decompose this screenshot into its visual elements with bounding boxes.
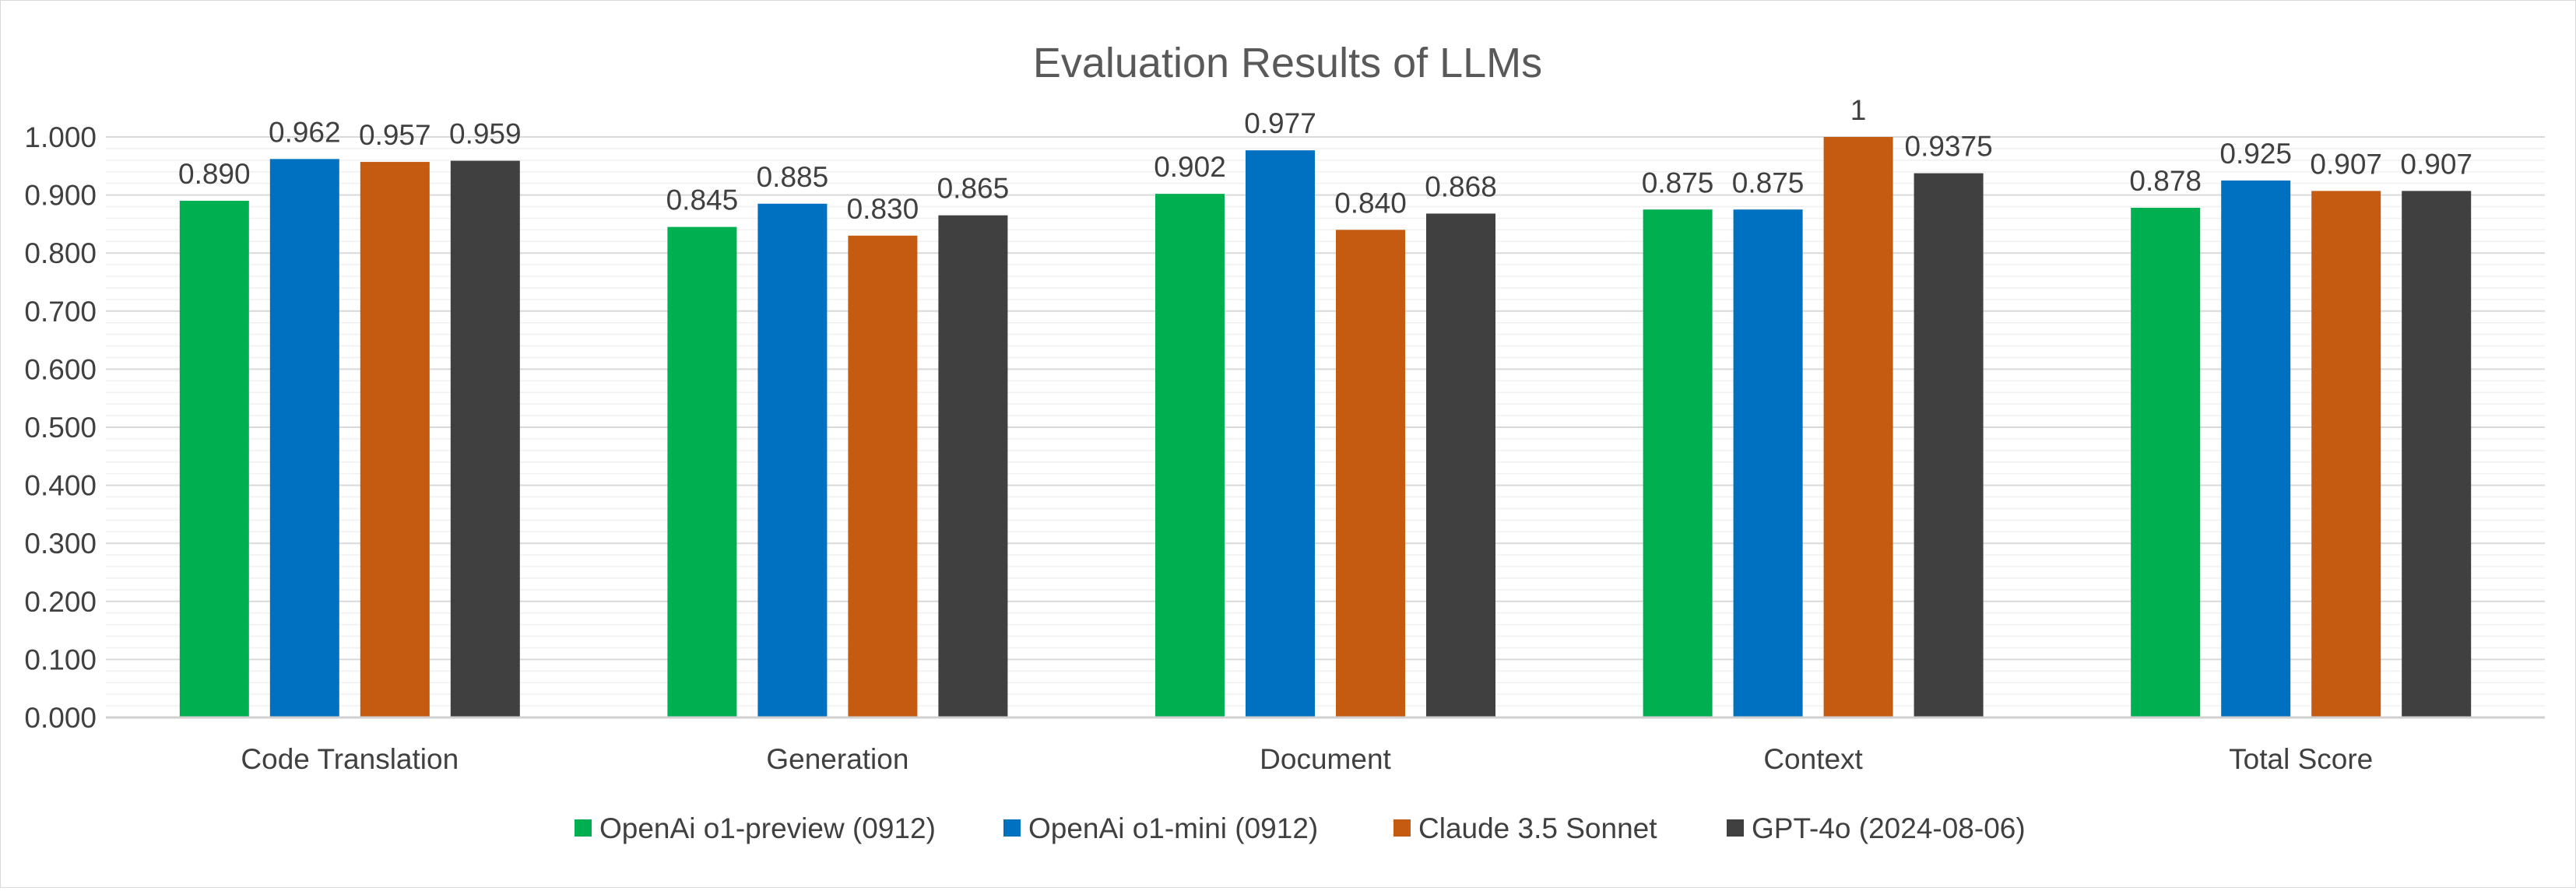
data-label: 0.830 — [847, 193, 919, 225]
data-label: 1 — [1850, 94, 1867, 126]
bar — [757, 203, 828, 717]
legend-label: GPT-4o (2024-08-06) — [1752, 812, 2026, 844]
data-label: 0.885 — [757, 161, 829, 193]
x-axis-category-label: Total Score — [2229, 743, 2373, 775]
bar — [1823, 137, 1893, 717]
bar — [450, 160, 520, 717]
x-axis-category-label: Document — [1260, 743, 1391, 775]
x-axis-category-label: Code Translation — [241, 743, 459, 775]
legend-swatch — [1393, 819, 1411, 837]
legend-item: OpenAi o1-preview (0912) — [575, 812, 936, 844]
bar-series-group — [179, 137, 2472, 718]
legend-item: OpenAi o1-mini (0912) — [1003, 812, 1318, 844]
x-axis-category-label: Context — [1763, 743, 1863, 775]
data-label: 0.875 — [1642, 167, 1714, 198]
legend-label: Claude 3.5 Sonnet — [1418, 812, 1657, 844]
bar — [848, 235, 918, 717]
bar — [1336, 230, 1405, 717]
y-axis-tick-labels: 0.000 0.100 0.200 0.300 0.400 0.500 0.600 0.700… — [24, 121, 97, 734]
bar — [2311, 191, 2381, 718]
x-axis-category-label: Generation — [766, 743, 908, 775]
y-axis-tick-label: 0.800 — [24, 237, 97, 269]
bar — [1733, 209, 1803, 717]
y-axis-tick-label: 1.000 — [24, 121, 97, 153]
data-label: 0.907 — [2310, 148, 2382, 180]
bar — [938, 215, 1008, 718]
y-axis-tick-label: 0.600 — [24, 353, 97, 385]
data-label: 0.845 — [666, 184, 739, 216]
y-axis-tick-label: 0.400 — [24, 470, 97, 502]
data-label: 0.840 — [1334, 187, 1407, 219]
bar — [667, 226, 737, 717]
legend-label: OpenAi o1-mini (0912) — [1028, 812, 1318, 844]
legend-label: OpenAi o1-preview (0912) — [599, 812, 936, 844]
legend-swatch — [1003, 819, 1021, 837]
data-labels: 0.890 0.962 0.957 0.959 0.845 0.885 0.830 0.865… — [178, 94, 2472, 225]
chart-title: Evaluation Results of LLMs — [1033, 40, 1542, 86]
legend-item: Claude 3.5 Sonnet — [1393, 812, 1657, 844]
y-axis-tick-label: 0.100 — [24, 644, 97, 675]
bar — [2221, 180, 2291, 717]
data-label: 0.977 — [1244, 107, 1316, 139]
data-label: 0.890 — [178, 158, 251, 190]
y-axis-tick-label: 0.700 — [24, 296, 97, 328]
legend-swatch — [575, 819, 592, 837]
bar — [2131, 208, 2201, 718]
data-label: 0.868 — [1425, 170, 1497, 202]
data-label: 0.907 — [2400, 148, 2472, 180]
y-axis-tick-label: 0.300 — [24, 528, 97, 560]
data-label: 0.959 — [449, 118, 522, 150]
bar — [179, 201, 249, 717]
data-label: 0.957 — [359, 119, 431, 151]
bar — [1155, 194, 1225, 717]
data-label: 0.902 — [1154, 151, 1226, 183]
bar — [1426, 213, 1495, 717]
y-axis-tick-label: 0.200 — [24, 586, 97, 618]
data-label: 0.875 — [1732, 167, 1805, 198]
data-label: 0.865 — [937, 173, 1010, 205]
bar — [1246, 150, 1315, 717]
data-label: 0.878 — [2129, 165, 2202, 197]
bar — [360, 162, 430, 717]
data-label: 0.9375 — [1905, 131, 1993, 163]
bar — [1914, 173, 1984, 717]
legend: OpenAi o1-preview (0912) OpenAi o1-mini (… — [575, 812, 2026, 844]
y-axis-tick-label: 0.500 — [24, 412, 97, 444]
bar — [269, 159, 339, 717]
bar — [2402, 191, 2472, 718]
data-label: 0.962 — [269, 116, 341, 148]
y-axis-tick-label: 0.900 — [24, 180, 97, 212]
legend-item: GPT-4o (2024-08-06) — [1727, 812, 2026, 844]
y-axis-tick-label: 0.000 — [24, 702, 97, 734]
bar — [1643, 209, 1713, 717]
data-label: 0.925 — [2219, 138, 2292, 170]
x-axis-category-labels: Code Translation Generation Document Contex… — [241, 743, 2373, 775]
legend-swatch — [1727, 819, 1744, 837]
